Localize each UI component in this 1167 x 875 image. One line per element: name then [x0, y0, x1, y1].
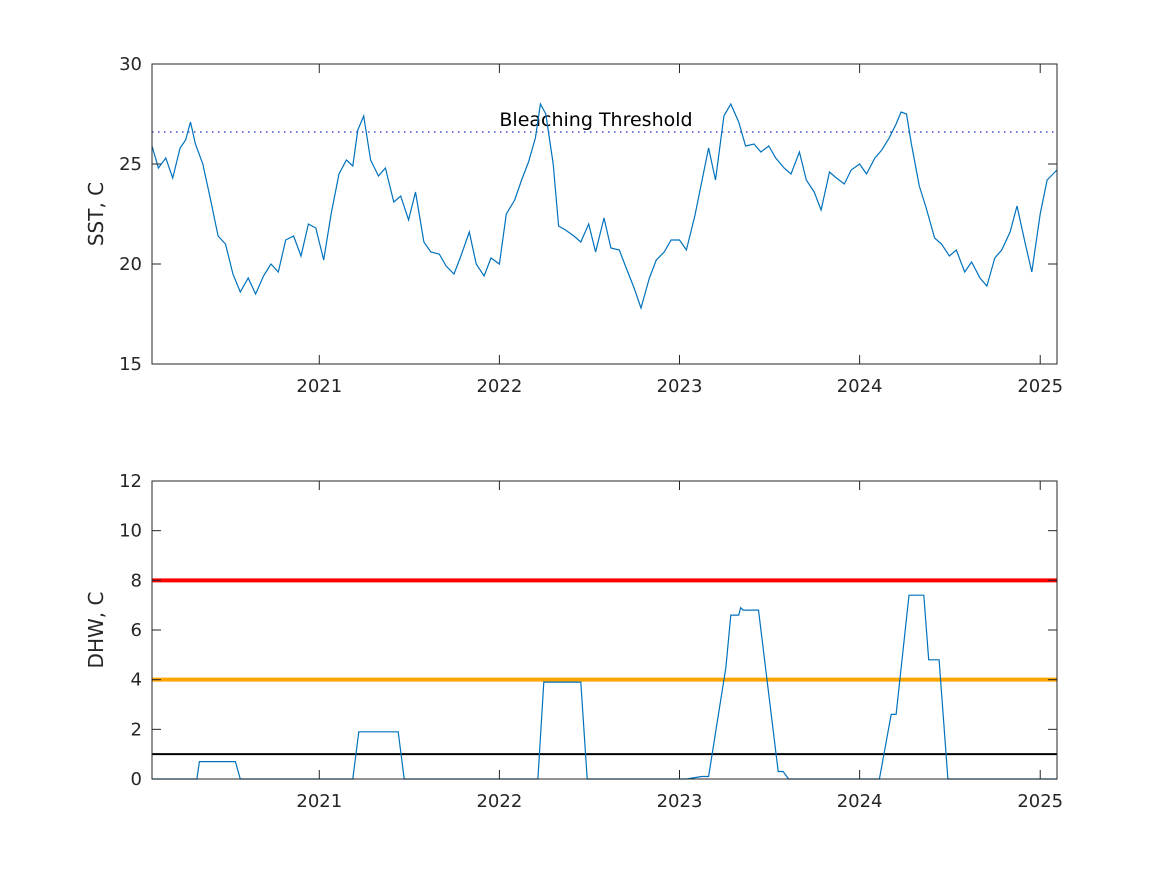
y-tick-label: 15 — [119, 354, 142, 375]
x-tick-label: 2022 — [476, 376, 522, 397]
dhw-panel: 2021 2022 2023 2024 2025 0 2 4 6 8 10 12 DHW, C — [84, 471, 1063, 812]
y-tick-label: 12 — [119, 471, 142, 492]
sst-panel: Bleaching Threshold 2021 2022 2023 2024 2025… — [84, 54, 1063, 397]
x-tick-label: 2025 — [1017, 791, 1063, 812]
dhw-y-axis-label: DHW, C — [84, 592, 108, 669]
dhw-y-ticks: 0 2 4 6 8 10 12 — [119, 471, 1057, 790]
y-tick-label: 6 — [131, 620, 142, 641]
y-tick-label: 2 — [131, 719, 142, 740]
y-tick-label: 0 — [131, 769, 142, 790]
x-tick-label: 2024 — [837, 791, 883, 812]
dhw-x-ticks: 2021 2022 2023 2024 2025 — [296, 481, 1063, 812]
x-tick-label: 2025 — [1017, 376, 1063, 397]
x-tick-label: 2021 — [296, 376, 342, 397]
sst-series-line — [151, 102, 1058, 311]
sst-y-axis-label: SST, C — [84, 182, 108, 246]
bleaching-threshold-label: Bleaching Threshold — [499, 109, 692, 131]
y-tick-label: 25 — [119, 154, 142, 175]
x-tick-label: 2024 — [837, 376, 883, 397]
sst-y-ticks: 15 20 25 30 — [119, 54, 1057, 375]
y-tick-label: 8 — [131, 570, 142, 591]
x-tick-label: 2022 — [476, 791, 522, 812]
y-tick-label: 20 — [119, 254, 142, 275]
x-tick-label: 2023 — [657, 376, 703, 397]
y-tick-label: 4 — [131, 670, 142, 691]
dhw-plot-area — [152, 481, 1057, 779]
sst-axes-box — [151, 63, 1058, 365]
x-tick-label: 2021 — [296, 791, 342, 812]
x-tick-label: 2023 — [657, 791, 703, 812]
y-tick-label: 10 — [119, 521, 142, 542]
dhw-series-line — [152, 594, 1057, 780]
y-tick-label: 30 — [119, 54, 142, 75]
dhw-reference-lines — [152, 578, 1057, 756]
sst-x-ticks: 2021 2022 2023 2024 2025 — [296, 64, 1063, 397]
